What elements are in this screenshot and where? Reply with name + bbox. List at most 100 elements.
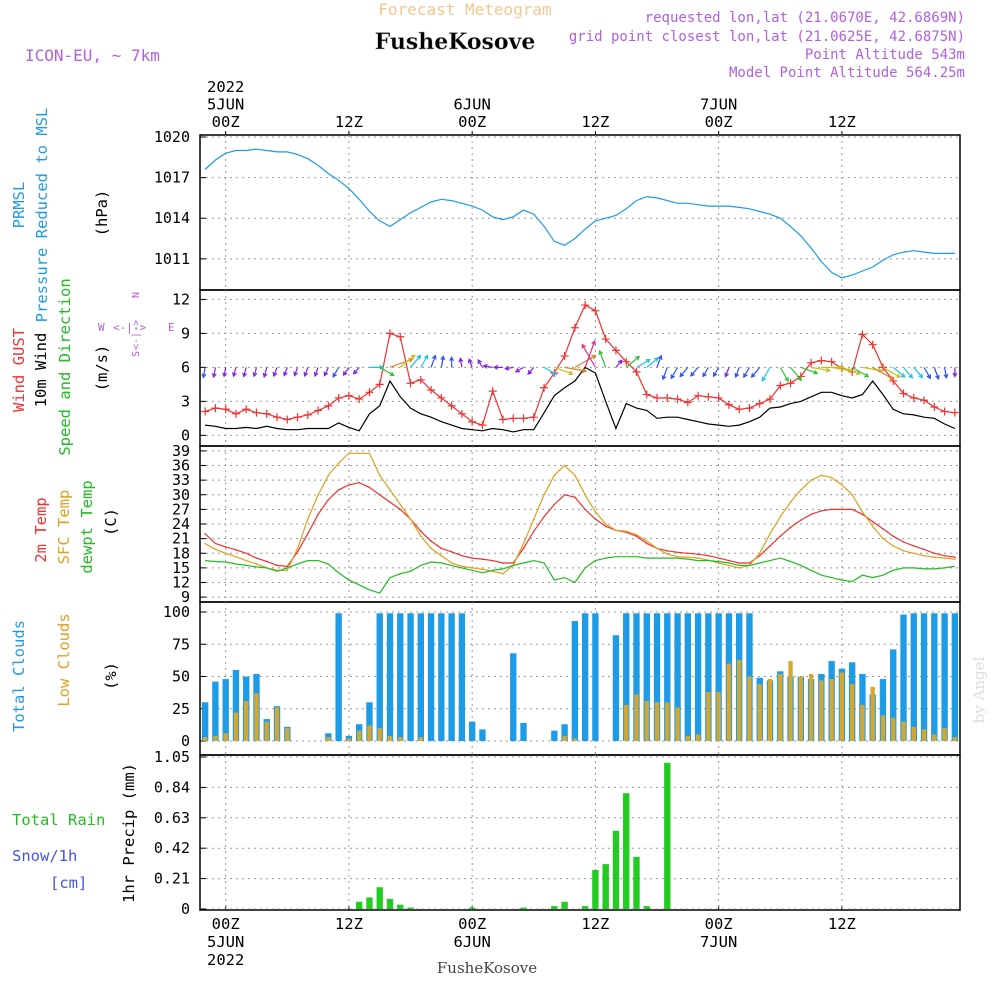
clouds-bar xyxy=(367,725,372,741)
temp-ytick-label: 9 xyxy=(181,588,190,606)
gust-point xyxy=(673,395,682,404)
bottom-time-label: 6JUN xyxy=(453,933,490,951)
temp-point xyxy=(399,508,402,511)
temp-point xyxy=(902,550,905,552)
wind-label-gust: Wind GUST xyxy=(10,328,28,412)
temp-point xyxy=(779,515,782,518)
gust-point xyxy=(724,400,733,409)
clouds-bar xyxy=(737,659,742,741)
clouds-bar xyxy=(911,726,916,741)
temp-point xyxy=(707,554,710,557)
wind-ytick-label: 9 xyxy=(181,324,190,342)
wind-direction-arrow xyxy=(449,355,455,368)
gust-point xyxy=(694,391,703,400)
gust-point xyxy=(940,407,949,416)
top-time-label: 00Z xyxy=(705,113,733,131)
temp-point xyxy=(502,562,504,564)
gust-point xyxy=(858,330,867,339)
temp-point xyxy=(563,464,566,467)
bottom-time-label: 00Z xyxy=(458,915,486,933)
temp-point xyxy=(717,562,720,564)
gust-point xyxy=(509,414,518,423)
temp-point xyxy=(337,462,340,464)
wind-direction-arrow xyxy=(527,366,535,376)
temp-point xyxy=(224,546,227,548)
wind-direction-arrow xyxy=(477,359,483,368)
temp-ytick-label: 30 xyxy=(172,486,190,504)
precip-bar xyxy=(356,901,363,909)
temp-point xyxy=(933,552,936,555)
gust-point xyxy=(231,409,240,418)
compass-ew-arrows: <-|-> xyxy=(113,321,146,334)
temp-point xyxy=(912,552,915,555)
pressure-ytick-label: 1017 xyxy=(154,169,190,187)
temp-point xyxy=(687,556,689,558)
precip-label-cm: [cm] xyxy=(50,874,87,892)
temp-point xyxy=(954,558,956,560)
gust-point xyxy=(745,404,754,413)
wind-direction-arrow xyxy=(242,367,247,378)
clouds-bar xyxy=(715,613,722,741)
wind-direction-arrow xyxy=(872,366,895,380)
temp-point xyxy=(666,553,669,556)
gust-point xyxy=(355,395,364,404)
clouds-bar xyxy=(941,613,948,741)
temp-point xyxy=(635,533,638,536)
top-time-label: 12Z xyxy=(581,113,609,131)
temp-point xyxy=(532,518,535,520)
temp-point xyxy=(491,559,494,562)
top-time-label: 2022 xyxy=(207,78,244,96)
gust-point xyxy=(221,405,230,414)
temp-point xyxy=(440,554,443,557)
temp-point xyxy=(368,486,371,489)
temp-point xyxy=(676,551,679,554)
wind-direction-arrow xyxy=(943,367,949,379)
temp-point xyxy=(265,560,268,563)
temp-point xyxy=(563,493,566,496)
wind-direction-arrow xyxy=(303,367,309,378)
gust-point xyxy=(324,401,333,410)
wind-direction-arrow xyxy=(923,367,931,380)
wind-direction-arrow xyxy=(272,367,278,378)
wind-direction-arrow xyxy=(882,366,902,378)
clouds-bar xyxy=(213,735,218,741)
temp-point xyxy=(214,542,217,545)
clouds-bar xyxy=(357,730,362,741)
temp-point xyxy=(810,479,812,481)
clouds-bar xyxy=(767,679,773,741)
precip-bar xyxy=(633,856,640,909)
bottom-time-label: 5JUN xyxy=(207,933,244,951)
temp-point xyxy=(481,568,484,571)
wind-direction-arrow xyxy=(467,357,473,368)
clouds-bar xyxy=(448,613,455,741)
precip-label-snow: Snow/1h xyxy=(12,847,77,865)
temp-point xyxy=(348,452,350,455)
temp-point xyxy=(800,519,802,521)
precip-unit: 1hr Precip (mm) xyxy=(120,763,138,903)
gust-point xyxy=(581,301,590,310)
temp-point xyxy=(892,535,895,537)
bottom-time-label: 12Z xyxy=(335,915,363,933)
temp-point xyxy=(543,515,545,518)
gust-point xyxy=(488,387,497,396)
wind-direction-arrow xyxy=(743,367,750,379)
gust-point xyxy=(293,413,302,422)
temp-point xyxy=(851,508,853,511)
temp-point xyxy=(420,535,422,537)
precip-ytick-label: 0.84 xyxy=(154,778,190,796)
temp-point xyxy=(933,556,936,558)
compass-south: S xyxy=(131,351,142,357)
requested-coords: requested lon,lat (21.0670E, 42.6869N) xyxy=(645,10,965,26)
pressure-label-prmsl: PRMSL xyxy=(10,182,28,229)
clouds-bar xyxy=(931,613,938,741)
temp-point xyxy=(594,518,597,520)
temp-point xyxy=(594,511,597,513)
temp-point xyxy=(861,513,864,516)
temp-label-dewpt: dewpt Temp xyxy=(78,480,96,573)
temp-point xyxy=(758,554,761,557)
top-time-label: 7JUN xyxy=(700,96,737,114)
top-time-label: 00Z xyxy=(212,113,240,131)
bottom-time-label: 00Z xyxy=(705,915,733,933)
wind-direction-arrow xyxy=(933,367,940,381)
temp-point xyxy=(943,554,946,557)
